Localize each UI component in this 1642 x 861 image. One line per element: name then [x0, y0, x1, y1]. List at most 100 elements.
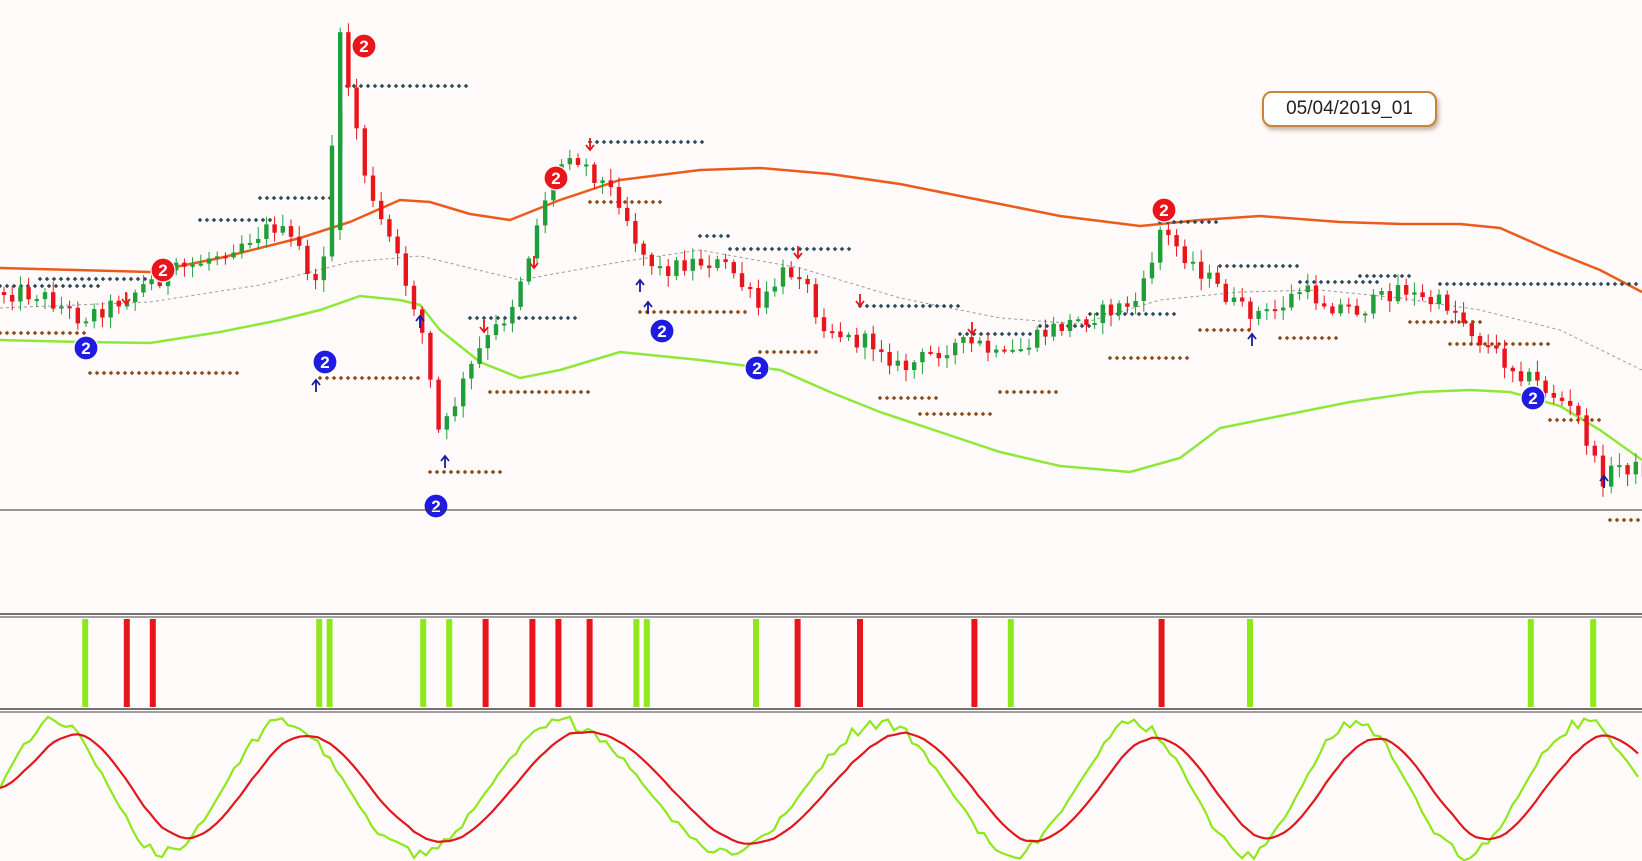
candle-body — [543, 200, 548, 226]
dot-level-marker — [1524, 341, 1530, 347]
dot-level-marker — [67, 330, 73, 336]
dot-level-marker — [1596, 417, 1602, 423]
dot-level-marker — [60, 283, 66, 289]
dot-level-marker — [408, 375, 414, 381]
dot-level-marker — [0, 283, 3, 289]
dot-level-marker — [601, 139, 607, 145]
dot-level-marker — [1178, 219, 1184, 225]
signal-badge: 2 — [543, 165, 569, 191]
dot-level-marker — [1528, 281, 1534, 287]
candle-body — [92, 309, 97, 322]
dot-level-marker — [671, 139, 677, 145]
dot-level-marker — [839, 246, 845, 252]
candle-body — [387, 219, 392, 237]
arrow-head — [855, 300, 865, 308]
dot-level-marker — [1549, 281, 1555, 287]
dot-level-marker — [864, 303, 870, 309]
candle-body — [805, 278, 810, 285]
arrow-head — [479, 326, 489, 334]
candle-body — [256, 238, 261, 243]
dot-level-marker — [164, 370, 170, 376]
candle-body — [198, 263, 203, 266]
candle-body — [1182, 246, 1187, 264]
dot-level-marker — [601, 199, 607, 205]
candle-body — [1215, 272, 1220, 284]
dot-level-marker — [1346, 279, 1352, 285]
candle-body — [272, 224, 277, 233]
candle-body — [1510, 367, 1515, 372]
dot-level-marker — [1437, 281, 1443, 287]
candle-body — [912, 362, 917, 371]
dot-level-marker — [755, 246, 761, 252]
dot-level-marker — [516, 315, 522, 321]
dot-level-marker — [594, 139, 600, 145]
histogram-bar-green — [326, 619, 333, 707]
dot-level-marker — [25, 330, 31, 336]
dot-level-marker — [178, 370, 184, 376]
arrow-head — [1599, 474, 1609, 482]
dot-level-marker — [1589, 417, 1595, 423]
dot-level-marker — [1621, 517, 1627, 523]
dot-level-marker — [81, 330, 87, 336]
candle-body — [1486, 345, 1491, 348]
dot-level-marker — [1053, 389, 1059, 395]
candle-body — [100, 309, 105, 318]
dot-level-marker — [1232, 327, 1238, 333]
dot-level-marker — [899, 303, 905, 309]
dot-level-marker — [51, 276, 57, 282]
candle-body — [780, 267, 786, 287]
dot-level-marker — [1171, 219, 1177, 225]
dot-level-marker — [1273, 263, 1279, 269]
dot-level-marker — [1364, 273, 1370, 279]
dot-level-marker — [204, 217, 210, 223]
histogram-bar-red — [149, 619, 156, 707]
histogram-bar-red — [971, 619, 978, 707]
dot-level-marker — [1465, 281, 1471, 287]
candle-body — [1461, 312, 1466, 324]
dot-level-marker — [1135, 355, 1141, 361]
dot-level-marker — [1517, 341, 1523, 347]
oscillator-fast-line — [0, 715, 1639, 861]
dot-level-marker — [488, 315, 494, 321]
dot-level-marker — [771, 349, 777, 355]
dot-level-marker — [629, 199, 635, 205]
candle-body — [1412, 292, 1417, 295]
dot-level-marker — [790, 246, 796, 252]
candle-body — [1387, 291, 1392, 302]
candle-body — [1272, 309, 1278, 312]
dot-level-marker — [637, 309, 643, 315]
candle-body — [928, 351, 933, 354]
dot-level-marker — [192, 370, 198, 376]
candle-body — [502, 323, 507, 326]
dot-level-marker — [101, 370, 107, 376]
dot-level-marker — [352, 375, 358, 381]
dot-level-marker — [678, 139, 684, 145]
dot-level-marker — [966, 411, 972, 417]
dot-level-marker — [1607, 517, 1613, 523]
dot-level-marker — [769, 246, 775, 252]
candle-body — [1018, 349, 1023, 352]
dot-level-marker — [95, 283, 101, 289]
candle-body — [1600, 455, 1606, 487]
candle-body — [830, 331, 835, 334]
arrow-up-icon — [440, 454, 450, 468]
dot-level-marker — [622, 199, 628, 205]
dot-level-marker — [476, 469, 482, 475]
candle-body — [657, 266, 663, 269]
candle-body — [953, 342, 958, 356]
dot-level-marker — [565, 315, 571, 321]
dot-level-marker — [1136, 311, 1142, 317]
dot-level-marker — [1319, 335, 1325, 341]
dot-level-marker — [1570, 281, 1576, 287]
candle-body — [67, 306, 72, 309]
signal-badge-label: 2 — [1159, 201, 1168, 220]
dot-level-marker — [1192, 219, 1198, 225]
dot-level-marker — [643, 139, 649, 145]
signal-badge: 2 — [150, 257, 176, 283]
candle-body — [1059, 323, 1064, 331]
dot-level-marker — [1213, 219, 1219, 225]
candle-body — [223, 256, 228, 259]
dot-level-marker — [345, 375, 351, 381]
candle-body — [1264, 309, 1269, 312]
candle-body — [477, 348, 482, 364]
